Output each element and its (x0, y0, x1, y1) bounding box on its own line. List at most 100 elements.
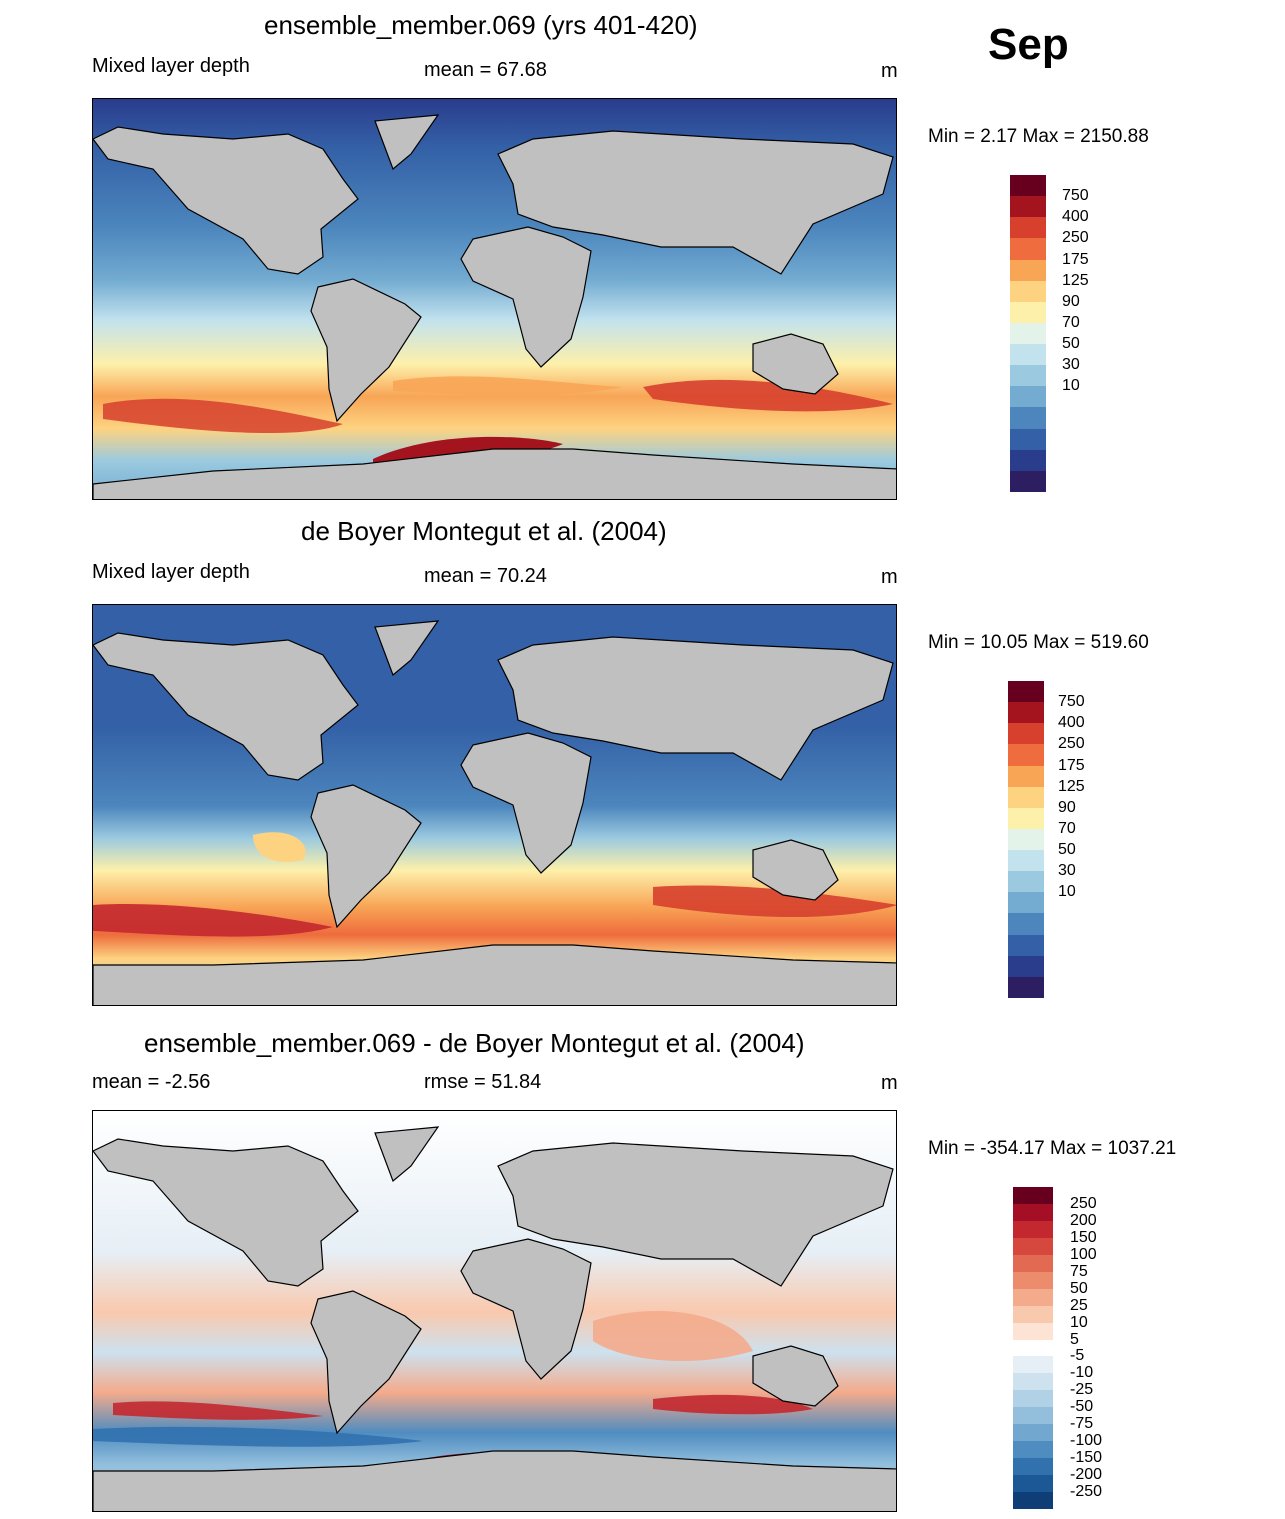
colorbar-tick-label: 400 (1062, 208, 1089, 226)
continent-australia (752, 839, 839, 901)
colorbar-swatch (1010, 344, 1046, 366)
colorbar-swatch (1008, 955, 1044, 978)
colorbar-swatch (1013, 1254, 1053, 1273)
mean-label: mean = 70.24 (424, 565, 547, 587)
colorbar-swatch (1010, 217, 1046, 239)
min-max-label: Min = 2.17 Max = 2150.88 (928, 126, 1149, 147)
colorbar-swatch (1013, 1475, 1053, 1493)
continent-eurasia (497, 636, 894, 781)
continent-south-america (310, 278, 422, 423)
panel-title: ensemble_member.069 (yrs 401-420) (264, 10, 698, 40)
colorbar-swatch (1008, 744, 1044, 767)
continent-south-america (310, 784, 422, 929)
colorbar-tick-label: 50 (1058, 841, 1076, 859)
colorbar-swatch (1010, 301, 1046, 324)
map-panel-observations (92, 604, 897, 1006)
colorbar-tick-label: 70 (1062, 313, 1080, 331)
min-max-label: Min = 10.05 Max = 519.60 (928, 632, 1149, 653)
colorbar-tick-label: 200 (1070, 1211, 1097, 1229)
colorbar-swatch (1008, 850, 1044, 872)
colorbar-tick-label: 100 (1070, 1245, 1097, 1263)
colorbar-tick-label: 125 (1058, 777, 1085, 795)
colorbar-tick-label: 750 (1058, 693, 1085, 711)
colorbar-tick-label: 750 (1062, 187, 1089, 205)
map-panel-model (92, 98, 897, 500)
colorbar-swatch (1013, 1339, 1053, 1357)
colorbar-swatch (1008, 807, 1044, 830)
units-label: m (881, 60, 898, 82)
colorbar-tick-label: 10 (1070, 1313, 1088, 1331)
colorbar-swatch (1010, 322, 1046, 345)
colorbar-swatch (1013, 1203, 1053, 1222)
landmass-greenland (374, 114, 440, 171)
colorbar-swatch (1013, 1441, 1053, 1459)
colorbar-swatch (1008, 681, 1044, 703)
colorbar-swatch (1008, 723, 1044, 745)
units-label: m (881, 566, 898, 588)
colorbar-tick-label: 50 (1070, 1279, 1088, 1297)
colorbar-swatch (1013, 1492, 1053, 1510)
colorbar-swatch (1010, 386, 1046, 408)
colorbar-tick-label: 70 (1058, 819, 1076, 837)
colorbar-swatch (1013, 1322, 1053, 1341)
colorbar-swatch (1008, 892, 1044, 914)
colorbar-swatch (1010, 238, 1046, 261)
continent-africa (460, 732, 592, 874)
colorbar-tick-label: 250 (1058, 735, 1085, 753)
continent-north-america (93, 1138, 359, 1287)
mean-label: mean = 67.68 (424, 59, 547, 81)
colorbar-tick-label: 175 (1058, 756, 1085, 774)
min-max-label: Min = -354.17 Max = 1037.21 (928, 1138, 1177, 1159)
panel-title: de Boyer Montegut et al. (2004) (301, 516, 667, 546)
colorbar-tick-label: -250 (1070, 1483, 1103, 1501)
colorbar-tick-label: 250 (1070, 1194, 1097, 1212)
continent-africa (460, 226, 592, 368)
colorbar-tick-label: 250 (1062, 229, 1089, 247)
landmass-greenland (374, 1126, 440, 1183)
colorbar-swatch (1010, 196, 1046, 218)
colorbar-tick-label: -50 (1070, 1398, 1094, 1416)
colorbar-swatch (1013, 1407, 1053, 1425)
rmse-label: rmse = 51.84 (424, 1071, 542, 1093)
colorbar-swatch (1013, 1390, 1053, 1408)
continent-north-america (93, 126, 359, 275)
colorbar-swatch (1013, 1288, 1053, 1307)
continent-australia (752, 1345, 839, 1407)
colorbar-swatch (1008, 702, 1044, 724)
colorbar-swatch (1013, 1356, 1053, 1374)
continent-eurasia (497, 130, 894, 275)
colorbar-swatch (1013, 1305, 1053, 1324)
colorbar-swatch (1013, 1187, 1053, 1205)
variable-label: Mixed layer depth (92, 561, 250, 583)
colorbar-tick-label: -150 (1070, 1449, 1103, 1467)
colorbar-tick-label: 30 (1058, 862, 1076, 880)
colorbar-swatch (1010, 175, 1046, 197)
colorbar-tick-label: -100 (1070, 1432, 1103, 1450)
continent-australia (752, 333, 839, 395)
continent-antarctica (93, 1450, 896, 1511)
colorbar-swatch (1010, 280, 1046, 303)
colorbar-tick-label: 75 (1070, 1262, 1088, 1280)
mean-label: mean = -2.56 (92, 1071, 211, 1093)
colorbar-swatch (1010, 365, 1046, 387)
colorbar-tick-label: 125 (1062, 271, 1089, 289)
colorbar-tick-label: 90 (1058, 798, 1076, 816)
colorbar-swatch (1010, 259, 1046, 282)
continent-south-america (310, 1290, 422, 1435)
colorbar-swatch (1008, 786, 1044, 809)
colorbar-swatch (1008, 913, 1044, 936)
colorbar-swatch (1010, 428, 1046, 451)
colorbar-swatch (1008, 828, 1044, 851)
colorbar-tick-label: -75 (1070, 1415, 1094, 1433)
colorbar-swatch (1013, 1458, 1053, 1476)
panel-title: ensemble_member.069 - de Boyer Montegut … (144, 1028, 805, 1058)
map-panel-difference (92, 1110, 897, 1512)
landmass-greenland (374, 620, 440, 677)
colorbar-swatch (1008, 765, 1044, 788)
colorbar-tick-label: -10 (1070, 1364, 1094, 1382)
colorbar-tick-label: -200 (1070, 1466, 1103, 1484)
colorbar-swatch (1010, 407, 1046, 430)
continent-eurasia (497, 1142, 894, 1287)
colorbar-tick-label: 150 (1070, 1228, 1097, 1246)
colorbar-tick-label: 5 (1070, 1330, 1079, 1348)
